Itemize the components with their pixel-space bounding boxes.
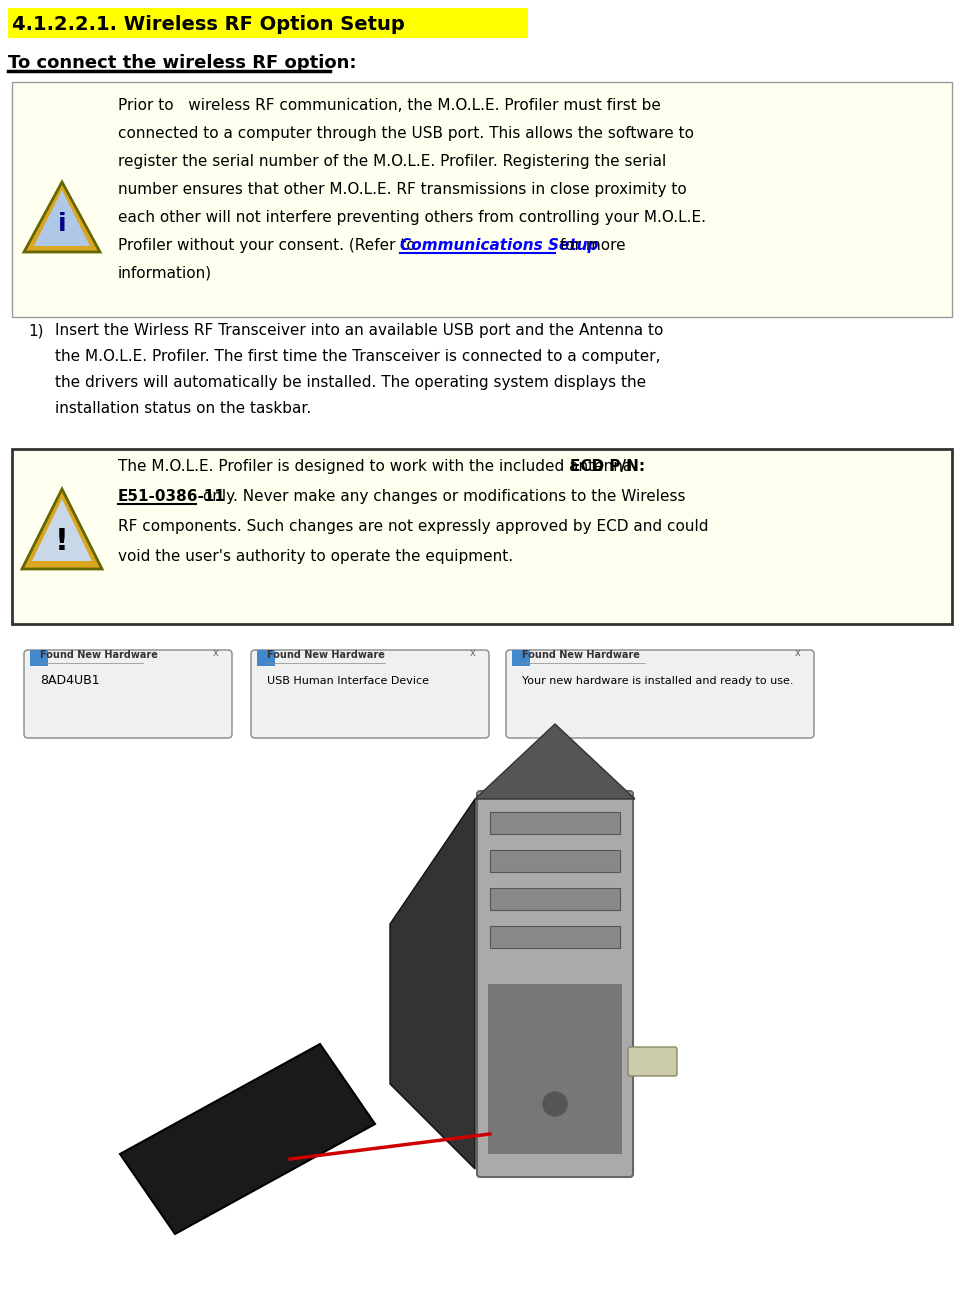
Text: The M.O.L.E. Profiler is designed to work with the included antenna: The M.O.L.E. Profiler is designed to wor… bbox=[118, 459, 637, 474]
Polygon shape bbox=[22, 489, 102, 569]
Text: Communications Setup: Communications Setup bbox=[400, 238, 598, 254]
Polygon shape bbox=[32, 499, 92, 561]
FancyBboxPatch shape bbox=[477, 791, 633, 1177]
Text: 4.1.2.2.1. Wireless RF Option Setup: 4.1.2.2.1. Wireless RF Option Setup bbox=[12, 14, 405, 34]
Text: only. Never make any changes or modifications to the Wireless: only. Never make any changes or modifica… bbox=[198, 489, 686, 505]
Text: 1): 1) bbox=[28, 323, 44, 338]
Text: void the user's authority to operate the equipment.: void the user's authority to operate the… bbox=[118, 549, 513, 564]
Text: Found New Hardware: Found New Hardware bbox=[267, 650, 385, 660]
FancyBboxPatch shape bbox=[251, 650, 489, 738]
Text: 8AD4UB1: 8AD4UB1 bbox=[40, 674, 99, 687]
Text: To connect the wireless RF option:: To connect the wireless RF option: bbox=[8, 54, 356, 72]
Polygon shape bbox=[390, 799, 475, 1169]
Text: ECD P/N:: ECD P/N: bbox=[570, 459, 645, 474]
Text: Prior to   wireless RF communication, the M.O.L.E. Profiler must first be: Prior to wireless RF communication, the … bbox=[118, 99, 661, 113]
FancyBboxPatch shape bbox=[506, 650, 814, 738]
FancyBboxPatch shape bbox=[490, 812, 620, 834]
FancyBboxPatch shape bbox=[512, 650, 530, 666]
Text: x: x bbox=[213, 648, 219, 658]
FancyBboxPatch shape bbox=[30, 650, 48, 666]
Text: Found New Hardware: Found New Hardware bbox=[522, 650, 640, 660]
Text: i: i bbox=[57, 212, 66, 237]
FancyBboxPatch shape bbox=[12, 449, 952, 624]
Text: Insert the Wirless RF Transceiver into an available USB port and the Antenna to: Insert the Wirless RF Transceiver into a… bbox=[55, 323, 663, 338]
Text: Profiler without your consent. (Refer to: Profiler without your consent. (Refer to bbox=[118, 238, 421, 254]
Text: register the serial number of the M.O.L.E. Profiler. Registering the serial: register the serial number of the M.O.L.… bbox=[118, 154, 666, 170]
Text: each other will not interfere preventing others from controlling your M.O.L.E.: each other will not interfere preventing… bbox=[118, 210, 706, 225]
FancyBboxPatch shape bbox=[490, 850, 620, 872]
Text: Found New Hardware: Found New Hardware bbox=[40, 650, 158, 660]
Text: RF components. Such changes are not expressly approved by ECD and could: RF components. Such changes are not expr… bbox=[118, 519, 708, 533]
Text: !: ! bbox=[56, 527, 69, 556]
FancyBboxPatch shape bbox=[24, 650, 232, 738]
Polygon shape bbox=[120, 1045, 375, 1234]
Text: USB Human Interface Device: USB Human Interface Device bbox=[267, 675, 429, 686]
FancyBboxPatch shape bbox=[490, 888, 620, 911]
FancyBboxPatch shape bbox=[8, 8, 528, 38]
FancyBboxPatch shape bbox=[490, 926, 620, 947]
Text: connected to a computer through the USB port. This allows the software to: connected to a computer through the USB … bbox=[118, 126, 694, 141]
FancyBboxPatch shape bbox=[628, 1047, 677, 1076]
Polygon shape bbox=[34, 191, 90, 246]
Text: information): information) bbox=[118, 265, 212, 281]
Text: x: x bbox=[795, 648, 801, 658]
FancyBboxPatch shape bbox=[488, 984, 622, 1154]
Text: for more: for more bbox=[555, 238, 625, 254]
Text: the M.O.L.E. Profiler. The first time the Transceiver is connected to a computer: the M.O.L.E. Profiler. The first time th… bbox=[55, 350, 660, 364]
Circle shape bbox=[543, 1092, 567, 1116]
FancyBboxPatch shape bbox=[12, 81, 952, 317]
Text: the drivers will automatically be installed. The operating system displays the: the drivers will automatically be instal… bbox=[55, 374, 646, 390]
Text: x: x bbox=[470, 648, 476, 658]
Text: Your new hardware is installed and ready to use.: Your new hardware is installed and ready… bbox=[522, 675, 794, 686]
Text: installation status on the taskbar.: installation status on the taskbar. bbox=[55, 401, 312, 417]
FancyBboxPatch shape bbox=[257, 650, 275, 666]
Polygon shape bbox=[24, 183, 100, 252]
Polygon shape bbox=[475, 724, 635, 799]
Text: E51-0386-11: E51-0386-11 bbox=[118, 489, 226, 505]
Text: number ensures that other M.O.L.E. RF transmissions in close proximity to: number ensures that other M.O.L.E. RF tr… bbox=[118, 183, 687, 197]
